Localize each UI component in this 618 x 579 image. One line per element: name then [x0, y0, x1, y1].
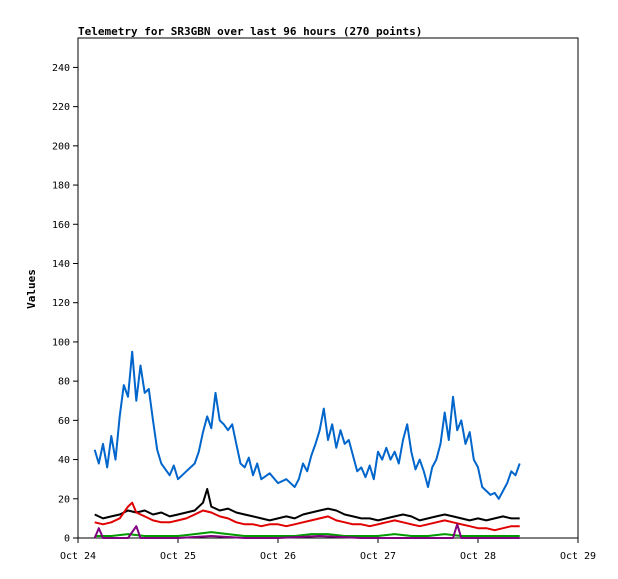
x-tick-label: Oct 27 — [360, 551, 396, 562]
x-tick-label: Oct 28 — [460, 551, 496, 562]
y-tick-label: 160 — [52, 220, 70, 231]
series-line-5 — [93, 523, 520, 539]
plot-area: 0 20 40 60 80 100 120 140 160 180 200 220 240 Oct 24 O… — [52, 37, 596, 562]
y-tick-label: 200 — [52, 141, 70, 152]
y-tick-label: 120 — [52, 298, 70, 309]
series-line-3 — [94, 501, 520, 532]
y-tick-label: 0 — [64, 534, 70, 545]
y-tick-label: 60 — [58, 416, 70, 427]
y-tick-label: 20 — [58, 494, 70, 505]
y-tick-label: 140 — [52, 259, 70, 270]
y-tick-label: 80 — [58, 377, 70, 388]
y-tick-label: 40 — [58, 455, 70, 466]
x-tick-label: Oct 24 — [60, 551, 96, 562]
x-tick-label: Oct 25 — [160, 551, 196, 562]
x-tick-label: Oct 29 — [560, 551, 596, 562]
series-line-1 — [93, 350, 521, 500]
series-line-2 — [94, 488, 520, 522]
x-tick-label: Oct 26 — [260, 551, 296, 562]
y-axis-label: Values — [25, 269, 38, 309]
y-tick-label: 240 — [52, 63, 70, 74]
y-tick-label: 220 — [52, 102, 70, 113]
y-tick-label: 100 — [52, 337, 70, 348]
chart-title: Telemetry for SR3GBN over last 96 hours … — [78, 25, 422, 38]
y-tick-label: 180 — [52, 181, 70, 192]
series-line-4 — [94, 531, 520, 537]
plot-frame — [77, 37, 579, 539]
